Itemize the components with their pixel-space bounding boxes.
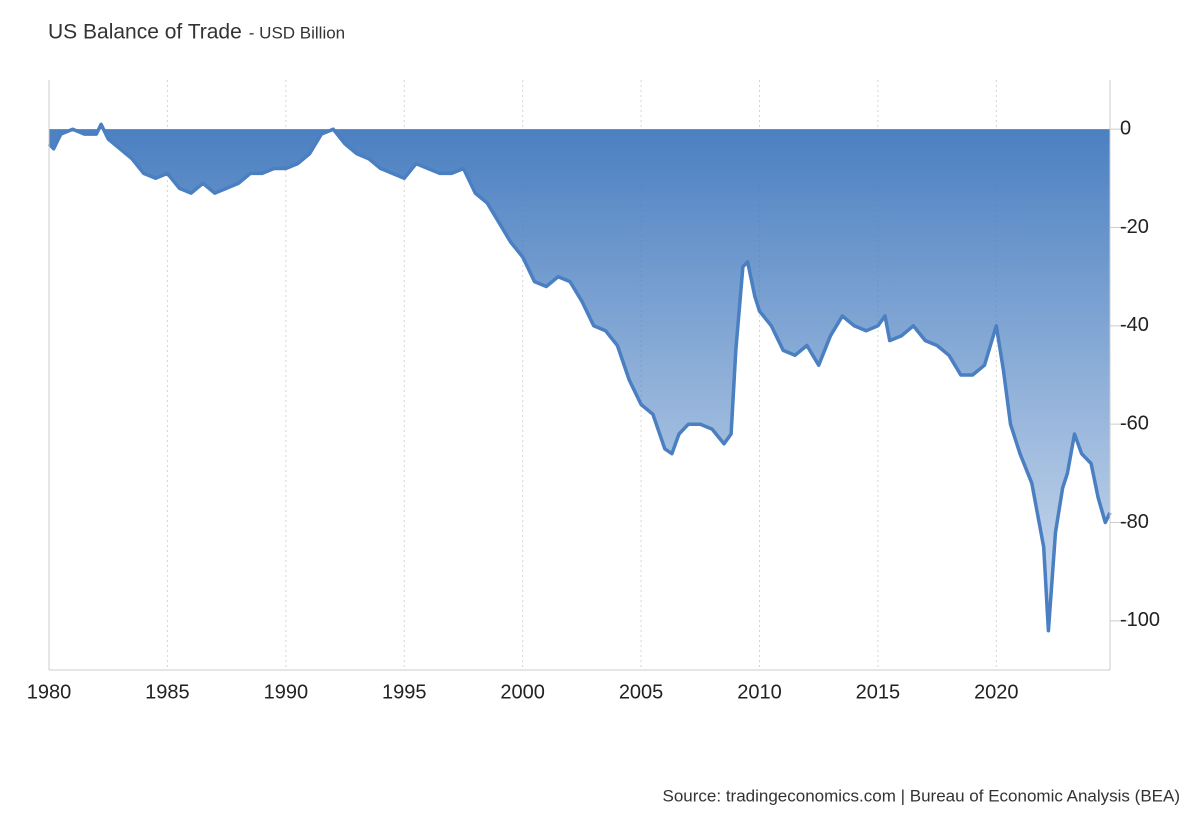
x-tick-label: 2000 xyxy=(500,681,545,703)
y-tick-label: 0 xyxy=(1120,117,1131,139)
x-tick-label: 1980 xyxy=(27,681,72,703)
plot-area xyxy=(47,122,1112,633)
data-line xyxy=(47,122,1112,633)
y-tick-label: -80 xyxy=(1120,511,1149,533)
y-tick-label: -100 xyxy=(1120,609,1160,631)
grid xyxy=(48,80,997,670)
x-tick-label: 2010 xyxy=(737,681,782,703)
x-tick-label: 1990 xyxy=(264,681,309,703)
source-note: Source: tradingeconomics.com | Bureau of… xyxy=(663,786,1180,805)
y-tick-label: -60 xyxy=(1120,412,1149,434)
x-tick-label: 1985 xyxy=(145,681,190,703)
chart-subtitle: - USD Billion xyxy=(249,23,345,42)
y-tick-label: -40 xyxy=(1120,314,1149,336)
y-tick-label: -20 xyxy=(1120,216,1149,238)
axes: 1980 1985 1990 1995 2000 2005 2010 2015 2020 0 -20… xyxy=(27,80,1160,703)
area-fill xyxy=(49,124,1110,631)
x-tick-label: 2005 xyxy=(619,681,664,703)
x-tick-label: 1995 xyxy=(382,681,427,703)
x-tick-label: 2015 xyxy=(856,681,901,703)
x-tick-label: 2020 xyxy=(974,681,1019,703)
chart-title: US Balance of Trade xyxy=(48,21,242,44)
